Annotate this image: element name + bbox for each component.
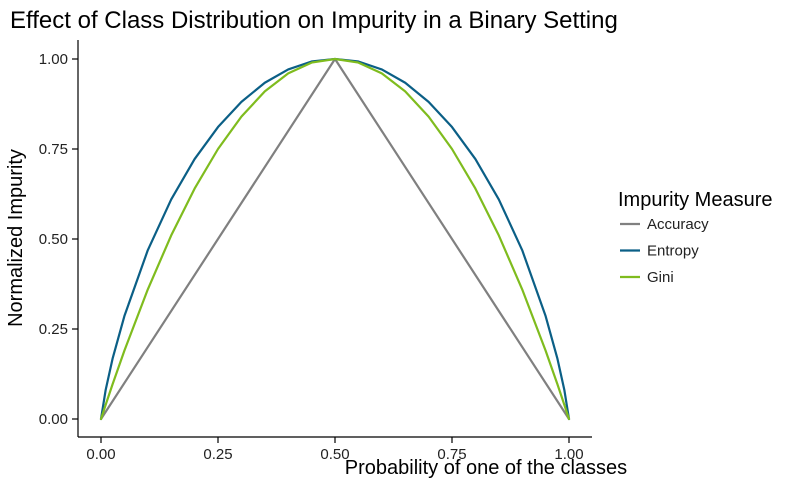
y-tick-label: 0.75	[39, 141, 68, 158]
legend-label: Entropy	[647, 243, 699, 260]
legend-item-entropy: Entropy	[620, 243, 699, 260]
legend-item-accuracy: Accuracy	[620, 216, 709, 233]
series-line-accuracy	[99, 57, 571, 421]
y-tick-label: 0.25	[39, 321, 68, 338]
legend: Impurity Measure Accuracy Entropy Gini	[618, 189, 773, 286]
x-tick-label: 0.50	[320, 446, 349, 463]
y-tick-label: 0.00	[39, 411, 68, 428]
legend-item-gini: Gini	[620, 269, 674, 286]
x-tick-label: 1.00	[554, 446, 583, 463]
legend-items: Accuracy Entropy Gini	[620, 216, 709, 286]
y-axis-title: Normalized Impurity	[5, 149, 27, 327]
plot-area: 0.00 0.25 0.50 0.75 1.00 0.00 0.25 0.50 0.75 1.0…	[39, 40, 592, 463]
chart-title: Effect of Class Distribution on Impurity…	[10, 7, 618, 34]
x-tick-label: 0.75	[437, 446, 466, 463]
x-tick-label: 0.00	[86, 446, 115, 463]
y-tick-label: 0.50	[39, 231, 68, 248]
legend-label: Accuracy	[647, 216, 709, 233]
y-tick-label: 1.00	[39, 51, 68, 68]
legend-title: Impurity Measure	[618, 189, 773, 211]
series-line-entropy	[99, 57, 571, 421]
x-tick-label: 0.25	[203, 446, 232, 463]
y-axis-ticks: 0.00 0.25 0.50 0.75 1.00	[39, 51, 78, 428]
x-axis-title: Probability of one of the classes	[345, 457, 627, 479]
legend-label: Gini	[647, 269, 674, 286]
x-axis-ticks: 0.00 0.25 0.50 0.75 1.00	[86, 437, 584, 463]
series-lines	[99, 57, 571, 421]
series-line-gini	[99, 57, 571, 421]
